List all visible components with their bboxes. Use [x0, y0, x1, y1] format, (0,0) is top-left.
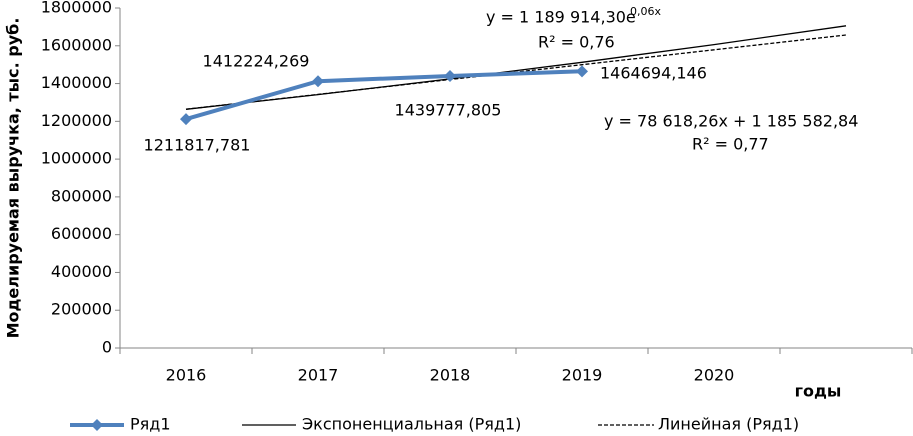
marker	[180, 113, 192, 126]
series-line	[185, 69, 583, 122]
annotation: y = 78 618,26x + 1 185 582,84	[604, 112, 858, 131]
data-label: 1439777,805	[395, 101, 502, 120]
marker	[312, 75, 324, 88]
y-tick-label: 1000000	[41, 149, 112, 168]
y-tick-label: 0	[102, 338, 112, 357]
y-axis-label: Моделируемая выручка, тыс. руб.	[4, 18, 23, 339]
annotation: y = 1 189 914,30e	[486, 8, 636, 27]
legend-label: Экспоненциальная (Ряд1)	[302, 415, 521, 434]
y-tick-label: 1600000	[41, 35, 112, 54]
y-tick-label: 800000	[51, 186, 112, 205]
x-tick-label: 2016	[166, 366, 207, 385]
legend-label: Линейная (Ряд1)	[658, 415, 799, 434]
annotation: R² = 0,76	[538, 33, 615, 52]
legend-label: Ряд1	[130, 415, 171, 434]
annotation: R² = 0,77	[692, 135, 769, 154]
annotation-superscript: 0,06x	[630, 5, 661, 18]
y-tick-label: 600000	[51, 224, 112, 243]
data-label: 1464694,146	[600, 64, 707, 83]
marker	[576, 65, 588, 78]
legend-marker	[91, 419, 103, 431]
y-tick-label: 1200000	[41, 111, 112, 130]
y-tick-label: 1400000	[41, 73, 112, 92]
data-label: 1412224,269	[203, 52, 310, 71]
data-label: 1211817,781	[144, 136, 251, 155]
y-tick-label: 200000	[51, 300, 112, 319]
x-tick-label: 2017	[298, 366, 339, 385]
x-tick-label: 2018	[430, 366, 471, 385]
x-tick-label: 2020	[694, 366, 735, 385]
x-axis-label: годы	[795, 382, 842, 401]
y-tick-label: 1800000	[41, 0, 112, 17]
y-tick-label: 400000	[51, 262, 112, 281]
marker	[444, 70, 456, 83]
x-tick-label: 2019	[562, 366, 603, 385]
